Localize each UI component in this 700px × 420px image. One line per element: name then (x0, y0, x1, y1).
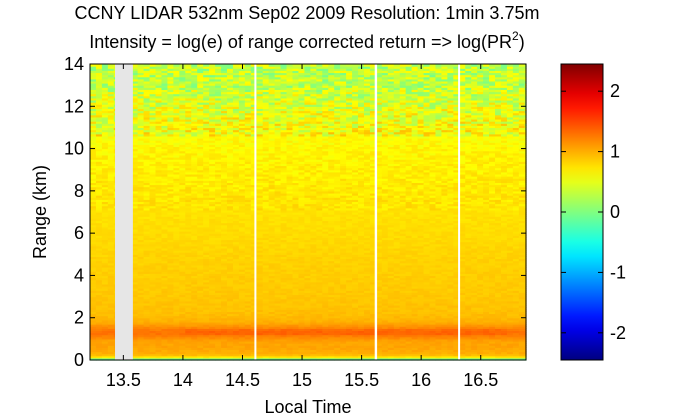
subtitle-prefix: Intensity = log(e) of range corrected re… (89, 32, 512, 52)
chart-subtitle: Intensity = log(e) of range corrected re… (89, 29, 524, 52)
subtitle-suffix: ) (519, 32, 525, 52)
heatmap (90, 64, 527, 361)
chart-title: CCNY LIDAR 532nm Sep02 2009 Resolution: … (75, 3, 540, 23)
